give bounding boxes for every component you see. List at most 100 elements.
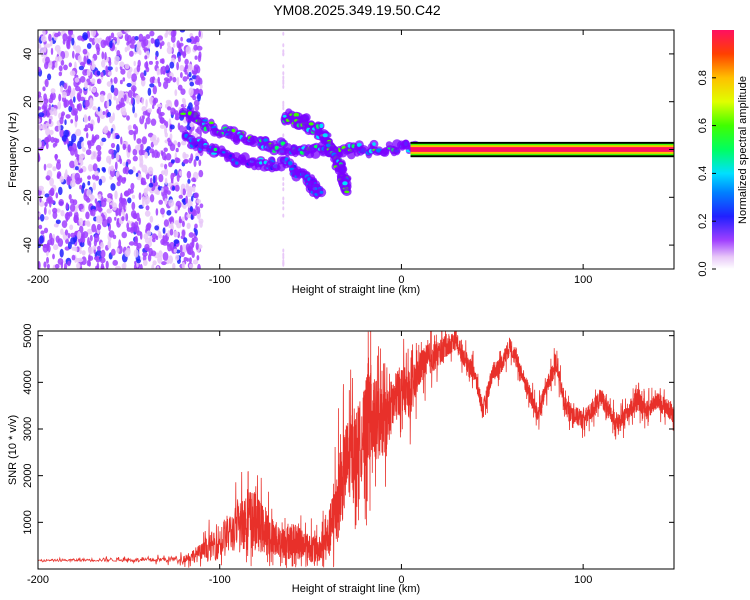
spectral-noise-mark — [79, 225, 84, 234]
spectral-noise-mark — [145, 205, 150, 211]
spectral-noise-mark — [61, 220, 68, 229]
spectral-noise-mark — [81, 256, 87, 266]
spectral-noise-mark — [168, 199, 175, 207]
spectral-noise-mark — [125, 213, 129, 222]
spectral-noise-mark — [282, 84, 285, 89]
spectral-noise-mark — [174, 116, 180, 121]
spectral-noise-mark — [77, 231, 82, 240]
spectral-noise-mark — [199, 220, 203, 228]
spectral-noise-mark — [71, 254, 76, 261]
spectral-noise-mark — [126, 115, 130, 121]
spectral-noise-mark — [282, 43, 285, 48]
spectral-noise-mark — [118, 208, 122, 217]
spectral-noise-mark — [69, 180, 76, 188]
spectral-noise-mark — [151, 264, 155, 269]
spectral-noise-mark — [95, 265, 99, 269]
spectral-noise-mark — [38, 97, 44, 105]
spectral-noise-mark — [147, 253, 152, 262]
spectrogram-x-label: Height of straight line (km) — [292, 284, 420, 296]
spectral-noise-mark — [43, 206, 47, 215]
spectral-noise-mark — [191, 239, 195, 248]
spectral-noise-mark — [58, 124, 61, 132]
spectral-noise-mark — [108, 148, 115, 155]
spectral-noise-mark — [50, 47, 54, 56]
spectral-noise-mark — [38, 185, 44, 191]
snr-y-ticks: 1000 2000 3000 4000 5000 — [22, 323, 674, 535]
spectral-noise-mark — [173, 108, 176, 115]
spectral-noise-mark — [195, 75, 199, 82]
spectral-noise-mark — [102, 126, 109, 134]
spectral-noise-mark — [191, 251, 195, 258]
spectral-noise-mark — [83, 127, 89, 132]
spectral-noise-mark — [54, 44, 61, 52]
spectral-noise-mark — [150, 118, 157, 126]
spectral-noise-mark — [92, 58, 95, 66]
spectral-noise-mark — [45, 43, 51, 48]
spectral-noise-mark — [79, 249, 82, 255]
spectral-noise-mark — [38, 118, 41, 123]
colorbar-tick-label: 0.4 — [697, 166, 709, 181]
spectral-noise-mark — [148, 60, 153, 65]
spectral-noise-mark — [143, 70, 147, 77]
spectral-noise-mark — [197, 93, 201, 102]
spectral-noise-mark — [110, 183, 116, 191]
spectral-noise-mark — [142, 38, 149, 47]
spectral-noise-mark — [147, 108, 152, 113]
spectral-noise-mark — [174, 157, 180, 164]
spectral-noise-mark — [163, 219, 169, 227]
spectral-noise-mark — [108, 115, 114, 124]
spectral-noise-mark — [115, 170, 120, 177]
spectral-noise-mark — [153, 149, 159, 159]
spectral-noise-mark — [50, 136, 55, 143]
spectral-noise-mark — [82, 231, 89, 239]
spectral-noise-mark — [131, 73, 138, 82]
spectral-noise-mark — [193, 44, 198, 51]
spectral-noise-mark — [120, 136, 123, 145]
spectral-noise-mark — [88, 85, 92, 92]
spectral-noise-mark — [169, 228, 174, 236]
colorbar-tick-label: 0.0 — [697, 261, 709, 276]
lower-left-track-peak-mark — [259, 161, 263, 165]
spectral-noise-mark — [124, 46, 128, 53]
spectral-noise-mark — [66, 138, 69, 145]
spectral-noise-mark — [107, 92, 113, 102]
spectral-noise-mark — [88, 254, 91, 263]
spectral-noise-mark — [38, 106, 42, 111]
spectral-noise-mark — [97, 150, 102, 156]
spectral-noise-mark — [282, 255, 285, 260]
spectral-noise-mark — [133, 60, 136, 67]
lower-left-track-peak-mark — [213, 147, 218, 152]
x-tick-label: 0 — [398, 274, 404, 286]
spectral-noise-mark — [82, 32, 88, 41]
spectral-noise-mark — [58, 65, 63, 72]
spectral-noise-mark — [38, 124, 43, 130]
spectral-noise-mark — [74, 246, 78, 252]
spectral-noise-mark — [74, 114, 79, 122]
spectral-noise-mark — [68, 145, 74, 152]
colorbar — [712, 30, 734, 269]
spectral-noise-mark — [48, 97, 54, 104]
snr-marks — [38, 331, 674, 568]
spectral-noise-mark — [68, 194, 72, 200]
spectral-noise-mark — [115, 152, 120, 161]
snr-x-ticks: -200 -100 0 100 — [27, 331, 592, 586]
spectral-noise-mark — [106, 81, 112, 87]
x-tick-label: -200 — [27, 274, 49, 286]
spectral-noise-mark — [131, 194, 136, 199]
upper-branch-mark — [299, 114, 310, 123]
spectral-noise-mark — [192, 95, 197, 101]
spectral-noise-mark — [191, 195, 194, 202]
spectral-noise-mark — [282, 133, 285, 138]
spectral-noise-mark — [191, 177, 197, 182]
spectral-noise-mark — [193, 192, 199, 199]
spectral-noise-mark — [133, 132, 136, 141]
spectral-noise-mark — [114, 190, 118, 200]
spectral-noise-mark — [186, 170, 192, 179]
spectral-noise-mark — [79, 76, 86, 83]
spectral-noise-mark — [70, 119, 74, 124]
spectral-noise-mark — [85, 149, 92, 156]
spectral-noise-mark — [167, 106, 172, 111]
spectral-noise-mark — [55, 235, 60, 243]
spectral-noise-mark — [176, 61, 180, 71]
spectral-noise-mark — [282, 31, 285, 36]
